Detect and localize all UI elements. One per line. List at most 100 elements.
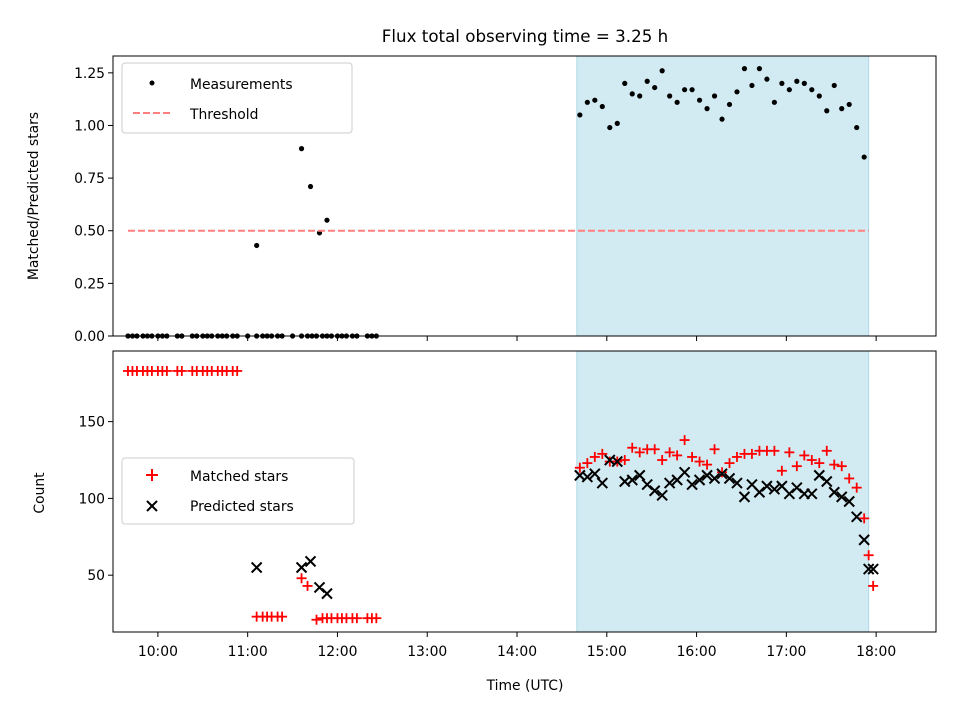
measurements-point (786, 87, 792, 93)
measurements-point (764, 76, 770, 82)
measurements-point (801, 80, 807, 86)
x-tick-label: 18:00 (856, 644, 896, 660)
bottom-legend-box (121, 457, 355, 525)
y-tick-label: 0.50 (74, 224, 105, 240)
measurements-point (854, 124, 860, 131)
predicted-stars-point (589, 468, 601, 480)
measurements-point (771, 99, 777, 105)
matched-stars-point (589, 451, 600, 462)
bottom-y-ticks: 50 100 150 (78, 415, 113, 584)
y-tick-label: 0.25 (74, 276, 105, 292)
matched-stars-point (311, 614, 322, 625)
predicted-stars-point (806, 488, 818, 500)
measurements-point (667, 93, 673, 99)
matched-stars-point (731, 451, 742, 462)
predicted-stars-point (731, 477, 743, 489)
measurements-point (682, 87, 688, 93)
top-y-ticks: 0.00 0.25 0.50 0.75 1.00 1.25 (74, 66, 113, 345)
matched-stars-point (687, 451, 698, 462)
measurements-legend-marker (149, 80, 155, 86)
matched-stars-point (672, 450, 683, 461)
measurements-point (659, 68, 665, 74)
matched-stars-point (371, 613, 382, 624)
matched-legend-marker (146, 469, 158, 481)
predicted-stars-point (858, 534, 870, 546)
predicted-stars-point (761, 480, 773, 492)
chart-title: Flux total observing time = 3.25 h (382, 26, 668, 46)
bottom-panel-frame (112, 350, 937, 633)
top-legend-box (121, 62, 353, 134)
matched-stars-point (868, 580, 879, 591)
measurements-point (584, 99, 590, 105)
x-tick-label: 13:00 (407, 644, 447, 660)
predicted-stars-point (828, 486, 840, 498)
x-tick-label: 12:00 (317, 644, 357, 660)
matched-stars-point (619, 455, 630, 466)
bottom-y-axis-label: Count (32, 472, 48, 514)
predicted-stars-point (701, 469, 713, 482)
measurements-point (846, 101, 852, 108)
measurements-point (741, 66, 748, 72)
matched-stars-point (694, 456, 705, 467)
observing-span-bottom (576, 350, 870, 633)
y-tick-label: 0.75 (74, 171, 105, 187)
matched-stars-point (597, 448, 608, 459)
measurements-point (794, 78, 800, 84)
matched-stars-point (176, 365, 187, 376)
predicted-stars-point (716, 468, 728, 480)
predicted-stars-point (686, 478, 698, 491)
measurements-point (809, 87, 815, 93)
predicted-stars-point (843, 495, 855, 508)
measurements-point (831, 82, 837, 89)
matched-stars-point (302, 580, 313, 591)
y-tick-label: 150 (78, 415, 105, 431)
measurements-point (816, 93, 822, 99)
predicted-stars-point (596, 477, 609, 489)
matched-stars-point (806, 455, 817, 466)
matched-stars-point (724, 458, 735, 469)
predicted-stars-point (768, 483, 781, 495)
bottom-panel-points (122, 365, 879, 625)
matched-stars-point (296, 573, 307, 584)
matched-legend-label: Matched stars (190, 469, 288, 485)
matched-stars-point (829, 459, 840, 470)
matched-stars-point (799, 450, 810, 461)
top-x-ticks (157, 336, 877, 341)
matched-stars-point (859, 513, 870, 524)
matched-stars-point (851, 482, 862, 493)
measurements-point (637, 93, 643, 99)
matched-stars-point (844, 473, 855, 484)
y-tick-label: 1.00 (74, 118, 105, 134)
threshold-legend-label: Threshold (189, 107, 258, 123)
measurements-point (719, 116, 725, 122)
measurements-point (607, 124, 613, 131)
top-y-axis-label: Matched/Predicted stars (26, 112, 42, 280)
measurements-point (592, 97, 598, 103)
matched-stars-point (776, 465, 787, 476)
matched-stars-point (627, 442, 638, 453)
top-legend: Measurements Threshold (121, 62, 353, 134)
x-tick-label: 17:00 (766, 644, 806, 660)
bottom-x-ticks: 10:00 11:00 12:00 13:00 14:00 15:00 16:00 17:00… (138, 632, 896, 660)
x-tick-label: 11:00 (228, 644, 268, 660)
measurements-point (674, 99, 680, 105)
matched-stars-point (679, 435, 690, 446)
predicted-stars-point (867, 563, 879, 575)
predicted-stars-point (723, 472, 736, 485)
x-tick-label: 14:00 (497, 644, 537, 660)
measurements-point (704, 106, 710, 112)
matched-stars-point (717, 467, 728, 478)
measurements-legend-label: Measurements (190, 77, 293, 93)
predicted-stars-point (611, 455, 623, 468)
y-tick-label: 100 (78, 491, 105, 507)
predicted-stars-point (850, 511, 863, 523)
predicted-stars-point (862, 563, 875, 575)
matched-stars-point (836, 461, 847, 472)
matched-stars-point (863, 550, 874, 561)
predicted-legend-label: Predicted stars (190, 499, 294, 515)
measurements-point (644, 78, 650, 84)
x-tick-label: 16:00 (677, 644, 717, 660)
matched-stars-point (814, 458, 825, 469)
measurements-point (577, 112, 583, 118)
measurements-point (756, 66, 763, 72)
